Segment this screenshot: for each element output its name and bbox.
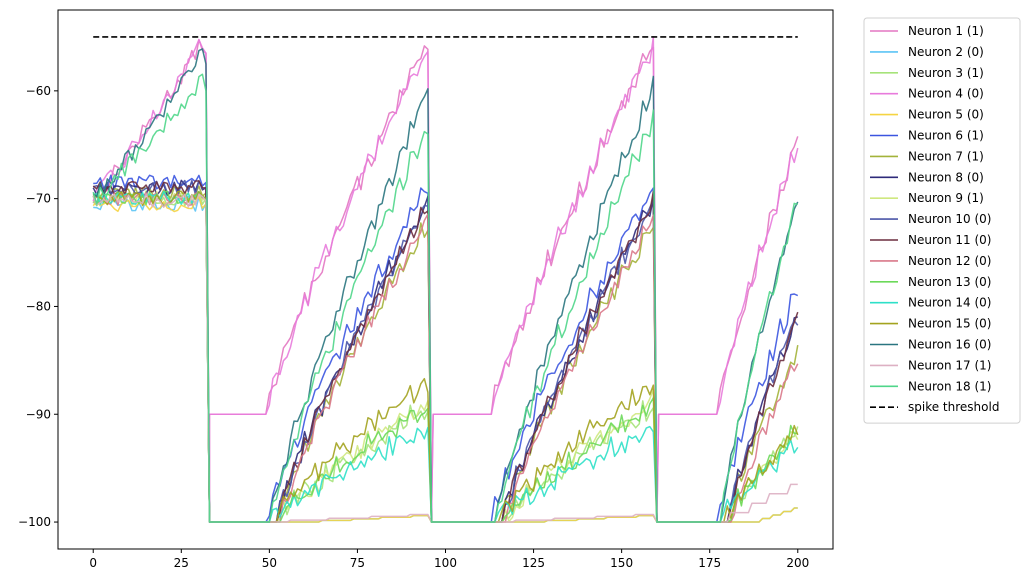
series-line-14 — [92, 190, 799, 523]
series-line-9 — [92, 190, 799, 523]
x-tick-label: 25 — [174, 556, 189, 570]
x-tick-label: 125 — [522, 556, 545, 570]
legend-entry: Neuron 18 (1) — [908, 379, 991, 393]
legend-entry: Neuron 4 (0) — [908, 87, 984, 101]
legend-entry: Neuron 1 (1) — [908, 24, 984, 38]
legend-entry: Neuron 11 (0) — [908, 233, 991, 247]
series-line-12 — [92, 191, 799, 523]
series-line-13 — [92, 190, 798, 523]
axes: 0 25 50 75 100 125 150 175 200 −100 −90 −80 −70 −60 — [18, 9, 834, 570]
x-tick-label: 0 — [89, 556, 97, 570]
series-line-4 — [92, 36, 799, 523]
series-line-11 — [92, 180, 799, 523]
legend-entry: Neuron 17 (1) — [908, 358, 991, 372]
legend-entry-threshold: spike threshold — [908, 400, 999, 414]
legend-entry: Neuron 13 (0) — [908, 275, 991, 289]
legend-entry: Neuron 8 (0) — [908, 170, 984, 184]
y-tick-label: −90 — [26, 407, 51, 421]
x-tick-label: 200 — [786, 556, 809, 570]
series-line-8 — [92, 179, 798, 523]
legend-box — [863, 17, 1021, 424]
x-tick-label: 100 — [434, 556, 457, 570]
series-line-10 — [93, 179, 799, 523]
x-tick-label: 175 — [698, 556, 721, 570]
legend-entry: Neuron 12 (0) — [908, 254, 991, 268]
y-tick-label: −80 — [26, 299, 51, 313]
x-tick-label: 50 — [262, 556, 277, 570]
series-line-1 — [92, 38, 799, 523]
legend-entry: Neuron 9 (1) — [908, 191, 984, 205]
series-line-7 — [92, 185, 799, 523]
series-line-17 — [92, 193, 798, 523]
series-line-16 — [92, 48, 799, 523]
legend-entry: Neuron 14 (0) — [908, 296, 991, 310]
legend-entry: Neuron 3 (1) — [908, 66, 984, 80]
legend: Neuron 1 (1) Neuron 2 (0) Neuron 3 (1) Neur… — [863, 17, 1021, 424]
legend-entry: Neuron 10 (0) — [908, 212, 991, 226]
series-line-2 — [93, 195, 798, 523]
series-line-6 — [93, 174, 799, 523]
series-line-5 — [92, 196, 798, 523]
y-tick-label: −100 — [18, 515, 51, 529]
y-tick-label: −70 — [26, 192, 51, 206]
x-tick-label: 150 — [610, 556, 633, 570]
plot-area — [92, 36, 799, 523]
legend-entry: Neuron 5 (0) — [908, 108, 984, 122]
legend-entry: Neuron 7 (1) — [908, 149, 984, 163]
x-tick-label: 75 — [350, 556, 365, 570]
y-tick-label: −60 — [26, 84, 51, 98]
series-line-3 — [92, 190, 799, 523]
legend-entry: Neuron 16 (0) — [908, 338, 991, 352]
legend-entry: Neuron 2 (0) — [908, 45, 984, 59]
series-line-15 — [92, 190, 799, 523]
legend-entry: Neuron 6 (1) — [908, 129, 984, 143]
series-line-18 — [92, 73, 798, 523]
legend-entry: Neuron 15 (0) — [908, 317, 991, 331]
